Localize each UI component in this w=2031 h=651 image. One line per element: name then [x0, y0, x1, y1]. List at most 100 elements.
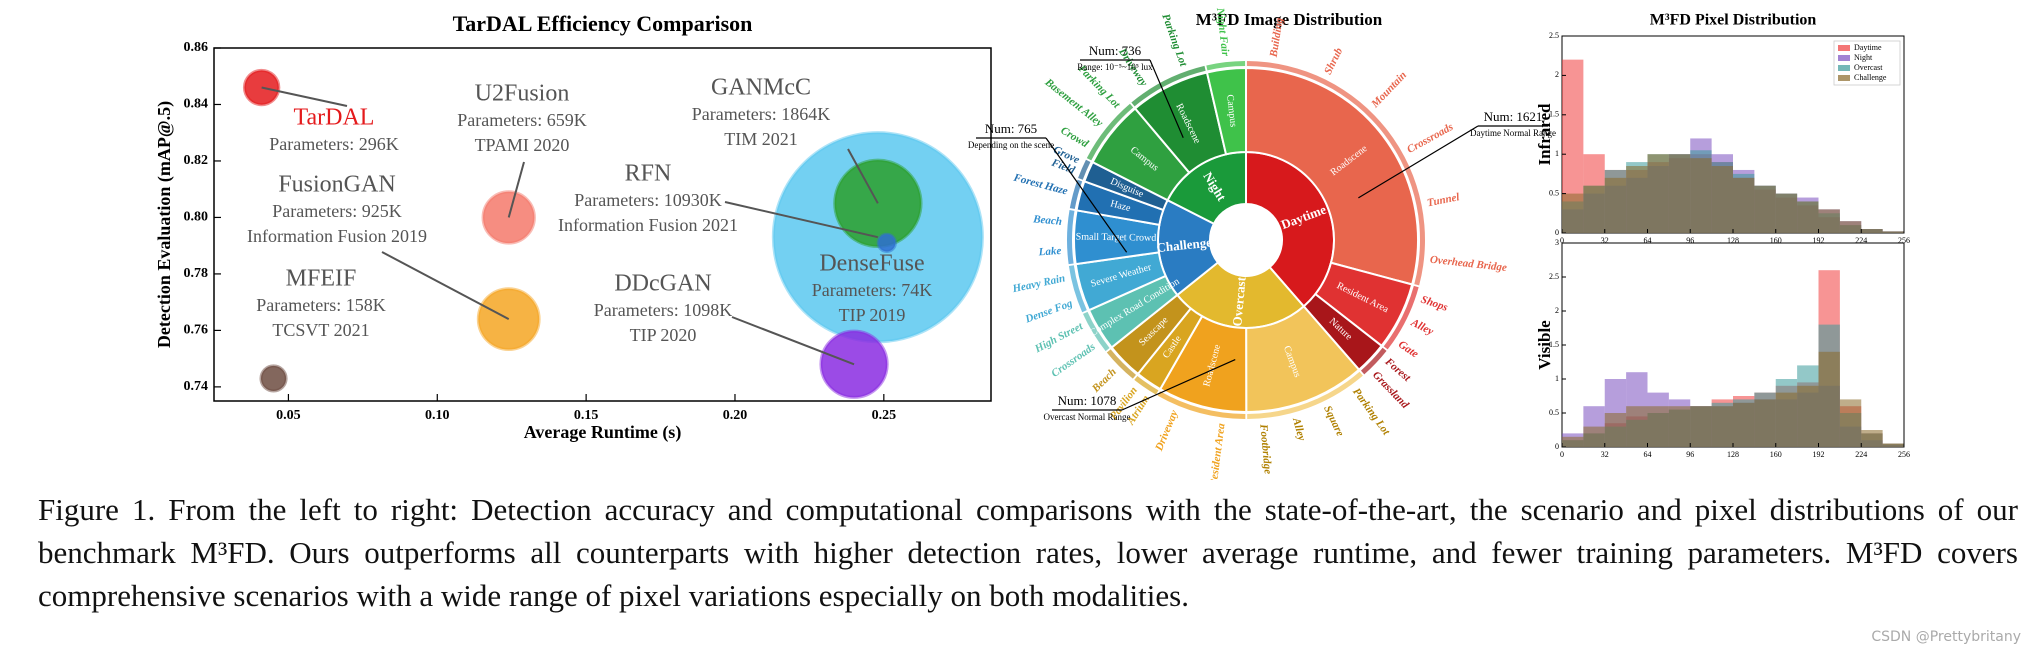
point-size-label: Parameters: 659K — [457, 110, 586, 130]
histogram-bar — [1711, 406, 1733, 447]
legend-label: Night — [1854, 53, 1873, 62]
annotation-value: Num: 765 — [985, 121, 1037, 136]
group-label: Challenge — [1156, 235, 1213, 256]
y-tick-label: 2 — [1555, 306, 1559, 315]
histogram-bar — [1583, 426, 1605, 447]
histogram-bar — [1604, 177, 1627, 233]
leader-line — [847, 148, 879, 204]
point-venue: TIP 2020 — [630, 325, 697, 345]
point-venue: TIM 2021 — [724, 129, 798, 149]
y-tick-label: 0.5 — [1549, 188, 1559, 197]
y-tick-label: 3 — [1555, 238, 1559, 247]
histogram-bar — [1711, 166, 1733, 233]
scene-label: Overhead Bridge — [1429, 254, 1507, 274]
scene-label: Alley — [1408, 316, 1435, 338]
watermark: CSDN @Prettybritany — [1871, 629, 2021, 645]
histogram-bar — [1775, 392, 1798, 447]
histogram-bar — [1818, 351, 1840, 447]
x-tick-label: 0.15 — [574, 408, 599, 423]
point-venue: TCSVT 2021 — [272, 320, 369, 340]
y-tick-label: 1 — [1555, 374, 1559, 383]
annotation-note: Overcast Normal Range — [1044, 412, 1131, 422]
x-axis-label: Average Runtime (s) — [524, 422, 682, 443]
y-tick-label: 0 — [1555, 442, 1559, 451]
x-tick-label: 192 — [1813, 236, 1825, 245]
scene-label: Tunnel — [1426, 191, 1461, 209]
annotation-note: Range: 10⁻⁵~10⁵ lux — [1077, 62, 1153, 72]
histogram-bar — [1797, 201, 1819, 233]
sunburst-outer — [1069, 179, 1083, 210]
x-tick-label: 0.10 — [425, 408, 450, 423]
histogram-bar — [1754, 399, 1776, 447]
histogram-bar — [1562, 436, 1584, 447]
y-tick-label: 2 — [1555, 70, 1559, 79]
scene-label: Beach — [1089, 366, 1119, 395]
point-name: RFN — [625, 161, 672, 187]
point-name: FusionGAN — [278, 172, 395, 198]
scene-label: Shops — [1419, 294, 1449, 314]
leader-line — [381, 251, 510, 320]
y-tick-label: 0.84 — [184, 97, 209, 112]
x-tick-label: 64 — [1644, 236, 1652, 245]
y-axis-label: Infrared — [1535, 103, 1554, 166]
segment-label: Campus — [1224, 94, 1239, 128]
x-tick-label: 0.20 — [723, 408, 748, 423]
chart-title: M³FD Pixel Distribution — [1650, 12, 1817, 29]
histogram-bar — [1861, 430, 1883, 447]
sunburst-outer — [1068, 265, 1087, 313]
scene-label: Footbridge — [1257, 423, 1274, 475]
annotation-line — [1149, 59, 1184, 138]
scene-label: Dense Fog — [1023, 297, 1075, 326]
scene-label: Gate — [1396, 338, 1421, 360]
x-tick-label: 160 — [1770, 450, 1782, 459]
y-tick-label: 1.5 — [1549, 110, 1559, 119]
scene-label: Crossroads — [1049, 341, 1097, 380]
sunburst-middle — [1205, 66, 1247, 156]
histogram-bar — [1690, 158, 1712, 233]
legend-label: Challenge — [1854, 73, 1887, 82]
y-tick-label: 0.74 — [184, 379, 209, 394]
plot-frame — [213, 47, 992, 402]
legend-swatch — [1838, 55, 1850, 61]
histogram-bar — [1754, 185, 1776, 233]
histogram-bar — [1861, 229, 1883, 233]
histogram-bar — [1733, 177, 1755, 233]
y-tick-label: 0 — [1555, 228, 1559, 237]
y-tick-label: 0.82 — [184, 153, 209, 168]
scene-label: Heavy Rain — [1010, 272, 1066, 295]
point-name: MFEIF — [286, 266, 357, 292]
point-name: U2Fusion — [475, 81, 570, 107]
figure: TarDAL Efficiency Comparison 0.05 0.10 0.15… — [154, 6, 1910, 480]
y-tick-label: 0.80 — [184, 210, 209, 225]
y-axis-label: Detection Evaluation (mAP@.5) — [154, 101, 175, 348]
point-size-label: Parameters: 10930K — [574, 190, 721, 210]
y-tick-label: 0.5 — [1549, 408, 1559, 417]
point-size-label: Parameters: 158K — [256, 295, 385, 315]
x-tick-label: 160 — [1770, 236, 1782, 245]
annotation-value: Num: 1621 — [1484, 109, 1543, 124]
scene-label: Mountain — [1369, 69, 1410, 111]
x-tick-label: 32 — [1601, 450, 1609, 459]
histogram-bar — [1668, 154, 1691, 233]
scene-label: Square — [1321, 404, 1346, 439]
sunburst-outer — [1082, 311, 1110, 352]
histogram-bar — [1626, 166, 1648, 233]
point-venue: Information Fusion 2021 — [558, 215, 738, 235]
bubble — [876, 232, 897, 253]
segment-label: Haze — [1109, 198, 1132, 214]
y-tick-label: 2.5 — [1549, 272, 1559, 281]
y-tick-label: 0.78 — [184, 266, 209, 281]
sunburst-outer — [1086, 103, 1134, 161]
histogram-bar — [1604, 413, 1627, 447]
annotation-line — [1121, 358, 1236, 411]
sunburst-outer — [1360, 347, 1387, 375]
scene-label: Lake — [1037, 245, 1061, 258]
sunburst-outer — [1383, 285, 1419, 350]
point-size-label: Parameters: 925K — [272, 201, 401, 221]
histogram-bar — [1797, 385, 1819, 447]
scene-label: Resident Area — [1207, 422, 1227, 480]
legend-swatch — [1838, 45, 1850, 51]
point-venue: TIP 2019 — [839, 305, 906, 325]
x-tick-label: 256 — [1898, 236, 1910, 245]
